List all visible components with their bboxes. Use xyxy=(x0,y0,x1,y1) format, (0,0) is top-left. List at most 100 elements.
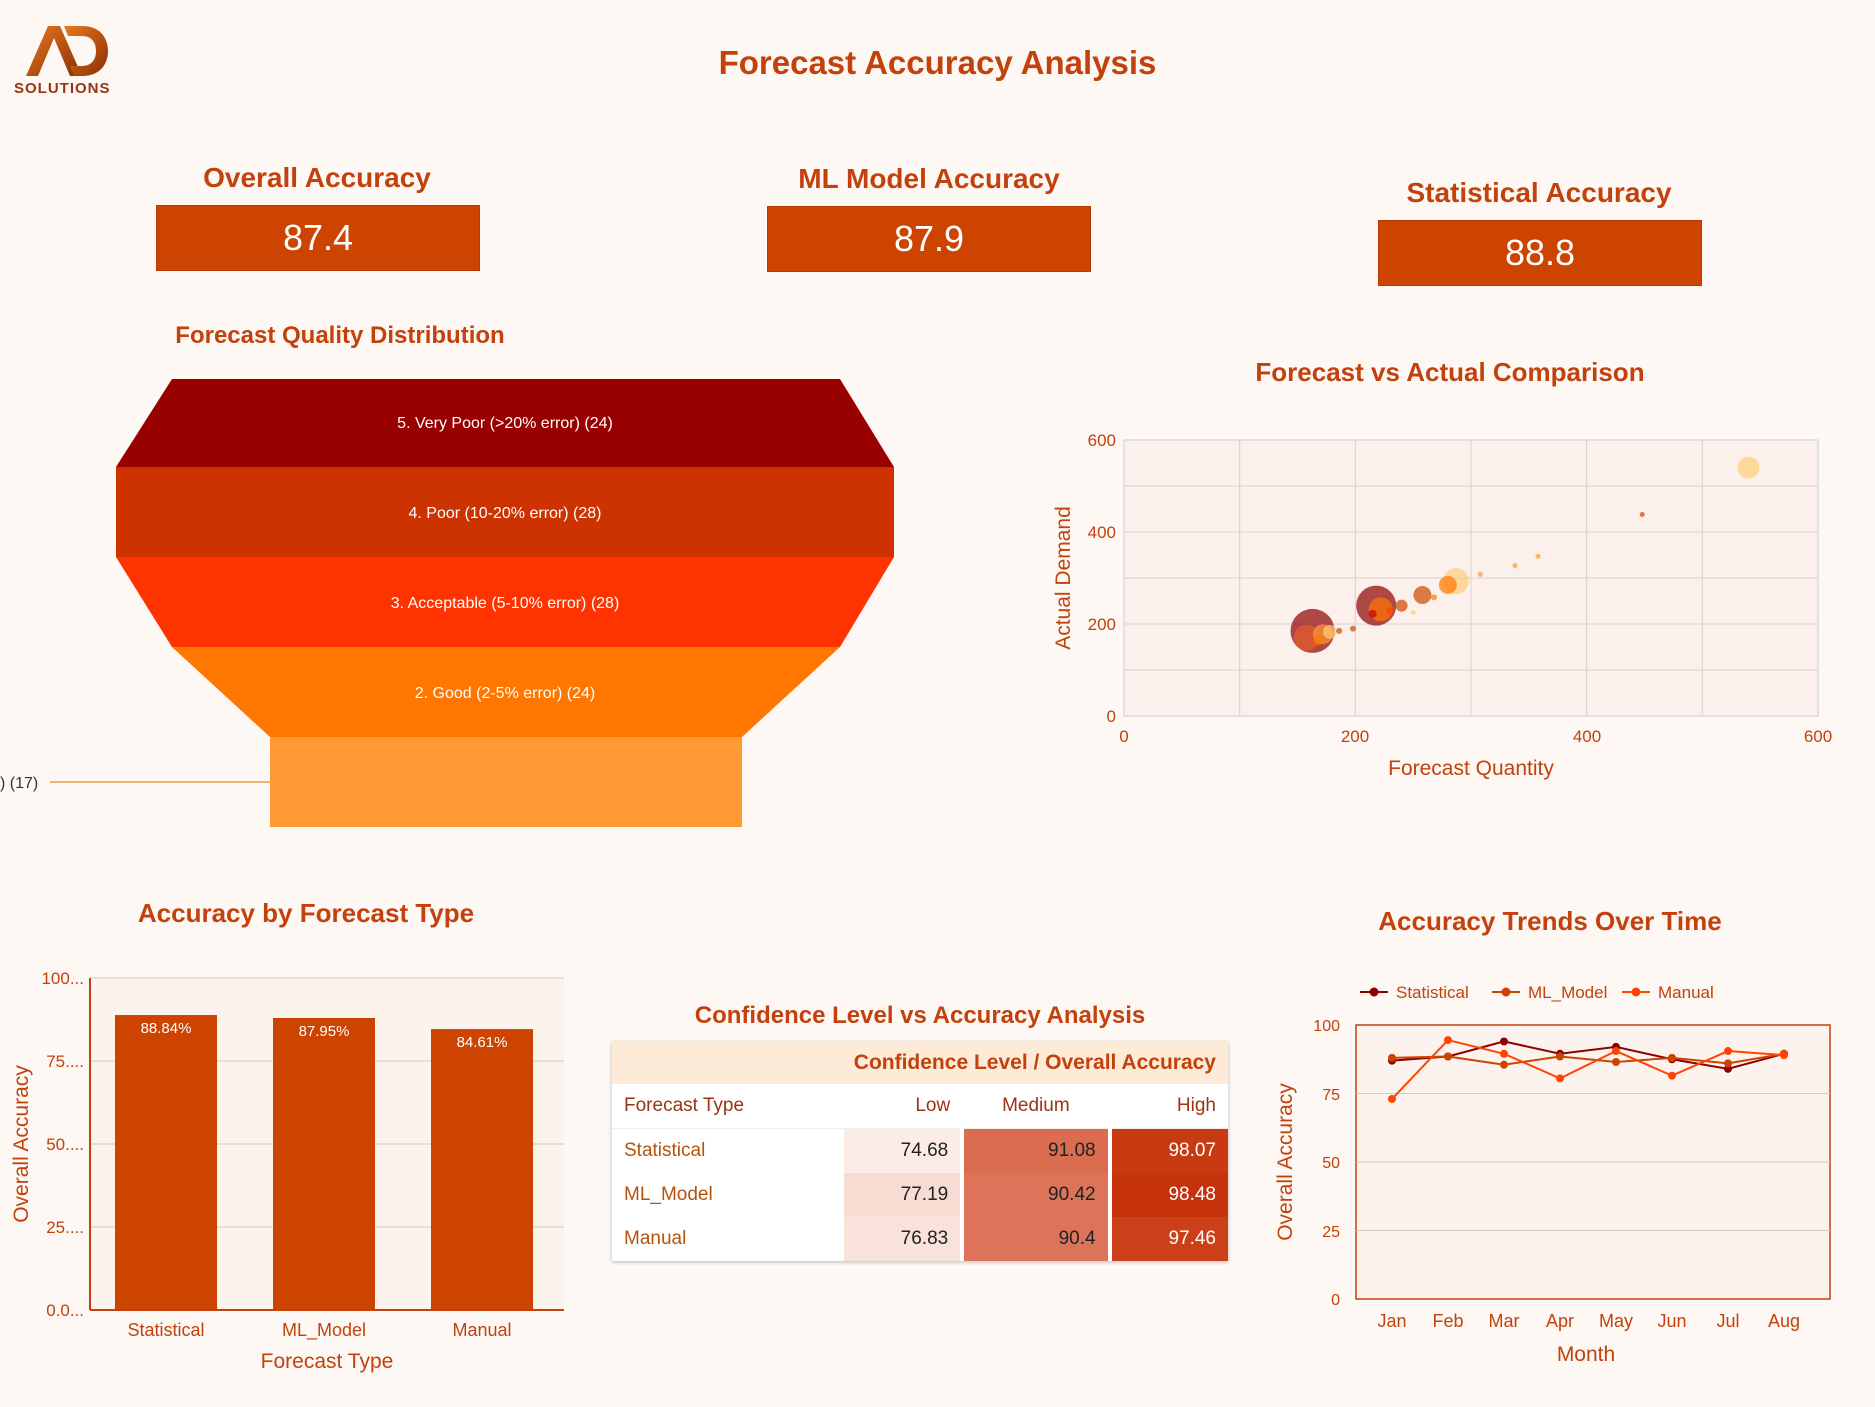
table-cell-medium: 91.08 xyxy=(960,1128,1112,1173)
funnel-stage-1[interactable] xyxy=(116,379,894,467)
table-title: Confidence Level vs Accuracy Analysis xyxy=(694,1002,1146,1029)
scatter-point xyxy=(1322,624,1337,639)
bar-ylabel: Overall Accuracy xyxy=(10,1065,33,1223)
bar-ytick-4: 100... xyxy=(41,969,84,988)
scatter-point xyxy=(1368,609,1377,618)
line-xtick: Jul xyxy=(1716,1311,1739,1331)
scatter-ytick-3: 600 xyxy=(1088,431,1116,450)
table-cell-low: 74.68 xyxy=(843,1128,963,1173)
table-cell-high: 98.07 xyxy=(1109,1128,1228,1173)
funnel-stage-5[interactable] xyxy=(270,737,742,827)
bar-statistical xyxy=(115,1015,217,1310)
funnel-title: Forecast Quality Distribution xyxy=(175,322,505,349)
line-ytick-2: 50 xyxy=(1322,1155,1340,1172)
table-col-high[interactable]: High xyxy=(1109,1084,1228,1129)
table-cell-high: 98.48 xyxy=(1109,1173,1228,1217)
table-col-type[interactable]: Forecast Type xyxy=(612,1084,844,1129)
bar-data-label: 84.61% xyxy=(457,1034,508,1051)
table-cell-type: Manual xyxy=(624,1228,687,1249)
scatter-point xyxy=(1535,553,1541,559)
scatter-point xyxy=(1737,456,1760,479)
line-ylabel: Overall Accuracy xyxy=(1274,1083,1297,1241)
funnel-label-5: ) (17) xyxy=(0,775,38,792)
scatter-xtick-2: 400 xyxy=(1573,727,1601,746)
line-point xyxy=(1612,1057,1620,1066)
bar-manual xyxy=(431,1029,533,1310)
scatter-point xyxy=(1639,512,1645,518)
table-cell-high: 97.46 xyxy=(1109,1217,1228,1261)
line-point xyxy=(1500,1049,1508,1058)
funnel-stage-3[interactable] xyxy=(116,557,894,647)
line-ytick-0: 0 xyxy=(1331,1292,1340,1309)
scatter-xlabel: Forecast Quantity xyxy=(1388,757,1554,780)
bar-title: Accuracy by Forecast Type xyxy=(137,898,475,928)
funnel-stage-2[interactable] xyxy=(116,467,894,557)
line-ytick-1: 25 xyxy=(1322,1224,1340,1241)
funnel-label-2: 4. Poor (10-20% error) (28) xyxy=(409,505,602,522)
line-point xyxy=(1444,1052,1452,1061)
scatter-point xyxy=(1386,607,1395,616)
bar-data-label: 87.95% xyxy=(299,1023,350,1040)
table-cell-medium: 90.4 xyxy=(960,1217,1112,1261)
line-xtick: Apr xyxy=(1546,1311,1574,1331)
bar-category-label: Statistical xyxy=(127,1320,204,1340)
bar-chart: 88.84% Statistical 87.95% ML_Model 84.61% Man… xyxy=(10,969,564,1373)
scatter-point xyxy=(1313,635,1324,646)
table-col-medium[interactable]: Medium xyxy=(962,1084,1110,1129)
scatter-xtick-0: 0 xyxy=(1119,727,1128,746)
bar-category-label: ML_Model xyxy=(282,1320,366,1341)
funnel-label-1: 5. Very Poor (>20% error) (24) xyxy=(397,415,613,432)
table-cell-medium: 90.42 xyxy=(960,1173,1112,1217)
line-point xyxy=(1444,1036,1452,1045)
legend-marker xyxy=(1631,987,1641,997)
funnel-label-3: 3. Acceptable (5-10% error) (28) xyxy=(391,595,620,612)
line-point xyxy=(1724,1059,1732,1068)
kpi-ml-value: 87.9 xyxy=(767,206,1091,272)
table-row: Manual 76.83 90.4 97.46 xyxy=(612,1217,1228,1261)
line-series-ml-model xyxy=(1391,1052,1785,1066)
line-point xyxy=(1724,1047,1732,1056)
scatter-ytick-0: 0 xyxy=(1107,707,1116,726)
scatter-xtick-3: 600 xyxy=(1804,727,1832,746)
line-point xyxy=(1780,1051,1788,1060)
bar-ytick-2: 50.... xyxy=(46,1135,84,1154)
line-point xyxy=(1500,1037,1508,1046)
line-point xyxy=(1724,1064,1732,1073)
legend-label-ml-model: ML_Model xyxy=(1528,983,1607,1002)
confidence-table: Confidence Level / Overall Accuracy Fore… xyxy=(612,1042,1228,1261)
scatter-point xyxy=(1410,610,1416,615)
table-cell-low: 77.19 xyxy=(843,1173,963,1217)
scatter-point xyxy=(1293,624,1320,651)
bar-ytick-3: 75.... xyxy=(46,1052,84,1071)
kpi-ml-label: ML Model Accuracy xyxy=(798,163,1060,194)
funnel-stage-4[interactable] xyxy=(172,647,840,737)
kpi-overall-value: 87.4 xyxy=(156,205,480,271)
line-point xyxy=(1668,1071,1676,1080)
line-point xyxy=(1388,1094,1396,1103)
line-ytick-3: 75 xyxy=(1322,1087,1340,1104)
table-cell-low: 76.83 xyxy=(843,1217,963,1261)
bar-ytick-1: 25.... xyxy=(46,1218,84,1237)
table-row: Statistical 74.68 91.08 98.07 xyxy=(612,1128,1228,1173)
line-point xyxy=(1500,1060,1508,1069)
scatter-ytick-1: 200 xyxy=(1088,615,1116,634)
legend-label-manual: Manual xyxy=(1658,983,1714,1002)
line-chart: Statistical ML_Model Manual Jan Feb Mar Apr Ma… xyxy=(1274,983,1831,1366)
bar-ytick-0: 0.0... xyxy=(46,1301,84,1320)
table-cell-type: ML_Model xyxy=(624,1184,713,1205)
table-col-low[interactable]: Low xyxy=(843,1084,963,1129)
kpi-statistical-value: 88.8 xyxy=(1378,220,1702,286)
table-cell-type: Statistical xyxy=(624,1140,706,1161)
line-title: Accuracy Trends Over Time xyxy=(1378,906,1722,936)
kpi-overall-label: Overall Accuracy xyxy=(203,162,431,193)
scatter-point xyxy=(1477,571,1483,577)
line-xtick: Aug xyxy=(1768,1311,1800,1331)
legend-marker xyxy=(1369,987,1379,997)
scatter-point xyxy=(1336,627,1343,634)
line-point xyxy=(1612,1047,1620,1056)
scatter-title: Forecast vs Actual Comparison xyxy=(1255,357,1645,387)
line-xtick: Feb xyxy=(1432,1311,1463,1331)
line-series-manual xyxy=(1391,1038,1785,1100)
scatter-chart: 0 200 400 600 0 200 400 600 Forecast Qua… xyxy=(1052,431,1832,780)
kpi-statistical-label: Statistical Accuracy xyxy=(1406,177,1672,208)
